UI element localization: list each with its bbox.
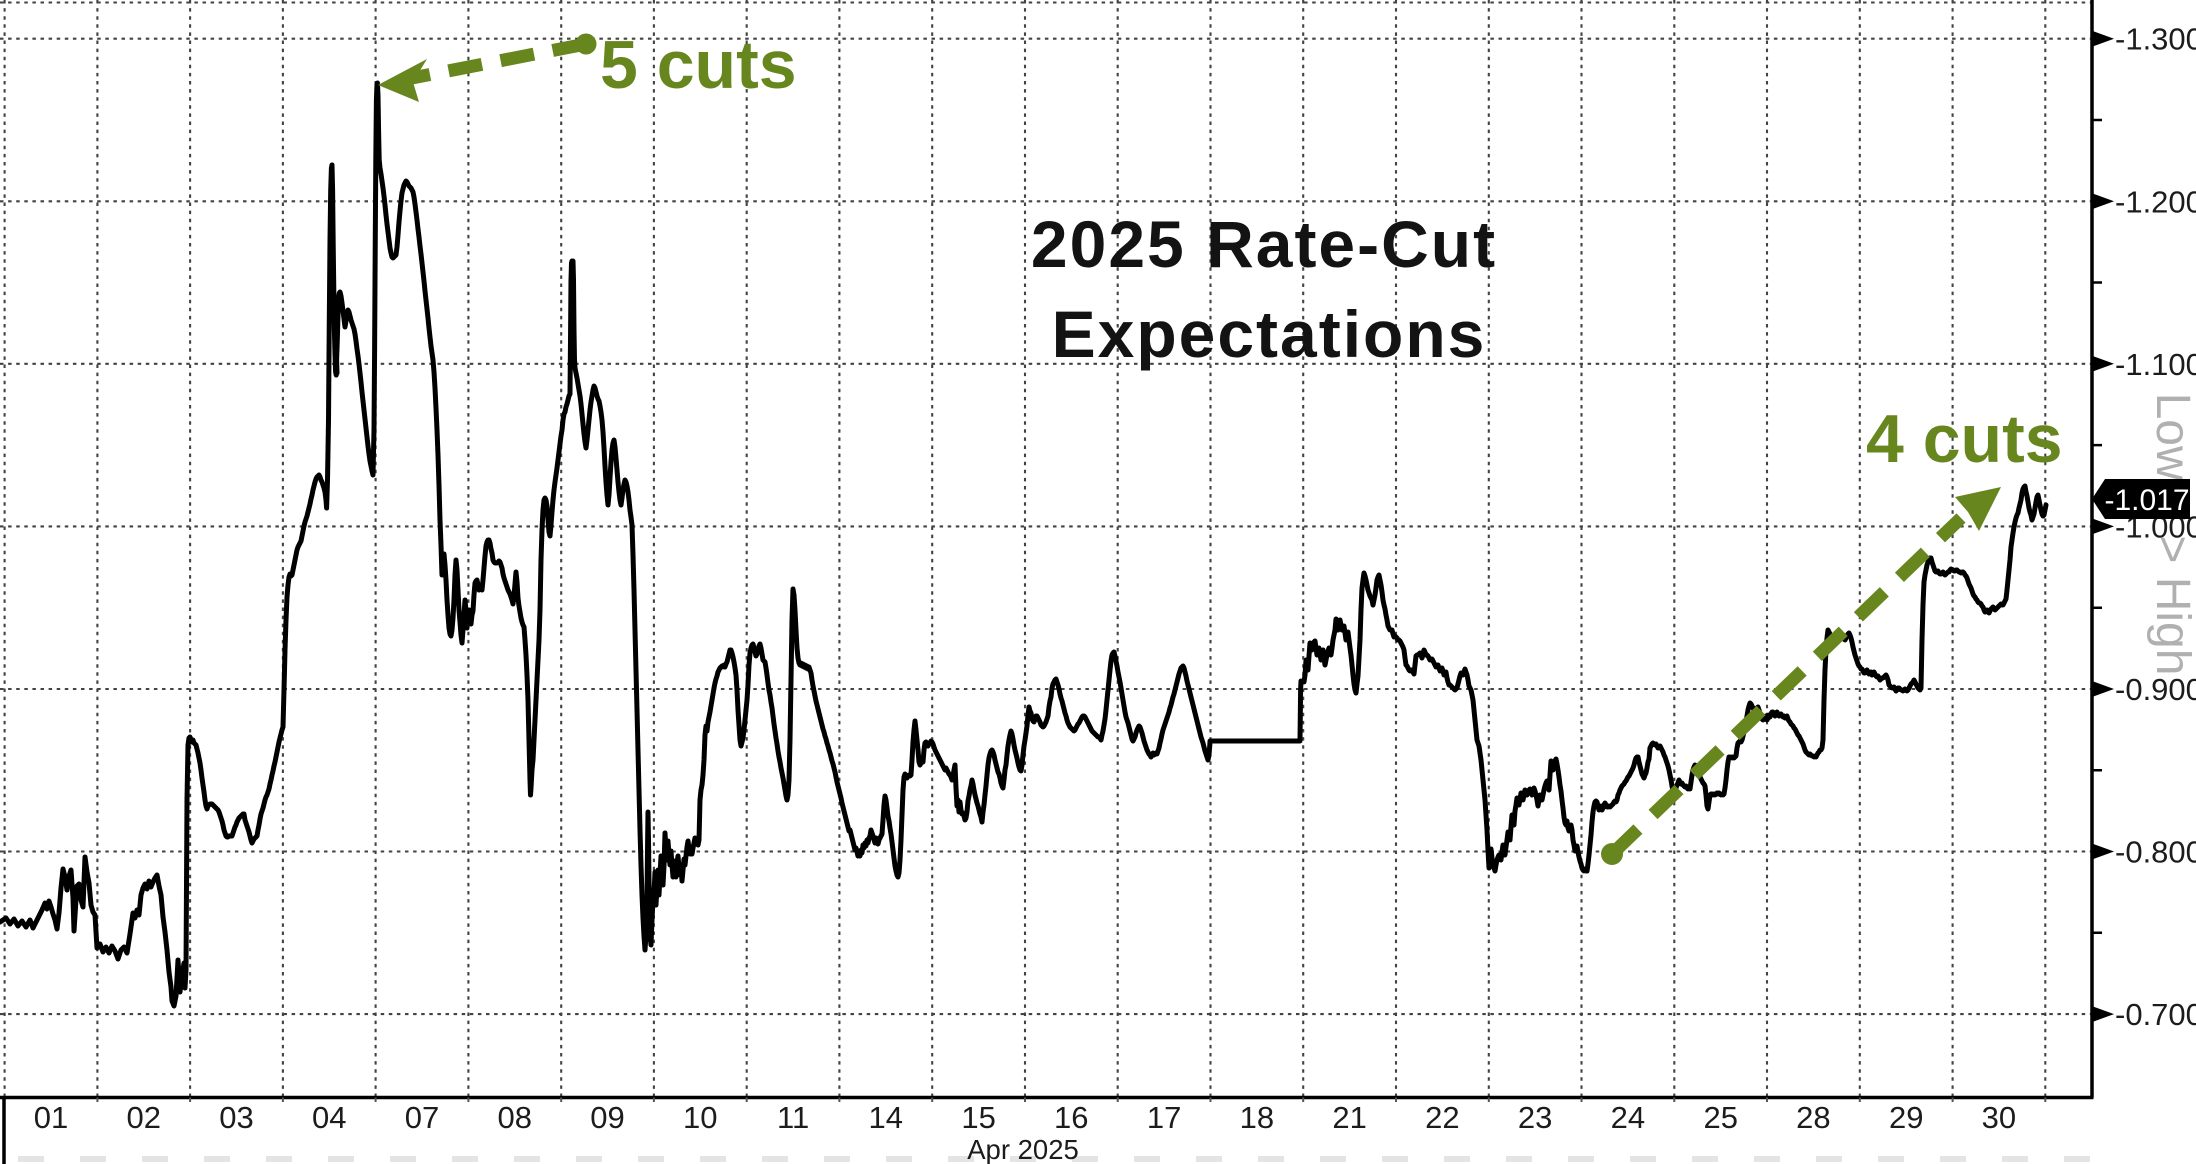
svg-text:-1.200: -1.200 — [2115, 184, 2196, 219]
svg-text:25: 25 — [1703, 1100, 1737, 1135]
svg-text:30: 30 — [1982, 1100, 2016, 1135]
svg-text:22: 22 — [1425, 1100, 1459, 1135]
svg-text:14: 14 — [869, 1100, 903, 1135]
svg-text:01: 01 — [34, 1100, 68, 1135]
svg-text:4 cuts: 4 cuts — [1866, 401, 2063, 477]
svg-text:29: 29 — [1889, 1100, 1923, 1135]
svg-text:24: 24 — [1611, 1100, 1645, 1135]
svg-text:04: 04 — [312, 1100, 346, 1135]
svg-text:03: 03 — [219, 1100, 253, 1135]
svg-text:2025 Rate-Cut: 2025 Rate-Cut — [1031, 207, 1497, 281]
svg-text:Low < > High: Low < > High — [2146, 393, 2196, 676]
svg-text:28: 28 — [1796, 1100, 1830, 1135]
svg-text:09: 09 — [590, 1100, 624, 1135]
svg-text:02: 02 — [126, 1100, 160, 1135]
svg-text:-0.800: -0.800 — [2115, 835, 2196, 870]
svg-text:10: 10 — [683, 1100, 717, 1135]
svg-text:11: 11 — [777, 1100, 809, 1135]
svg-text:5 cuts: 5 cuts — [600, 27, 797, 103]
svg-text:21: 21 — [1332, 1100, 1366, 1135]
svg-text:18: 18 — [1240, 1100, 1274, 1135]
svg-text:Expectations: Expectations — [1052, 297, 1487, 371]
svg-text:Apr 2025: Apr 2025 — [967, 1134, 1079, 1164]
svg-text:-1.017: -1.017 — [2104, 484, 2189, 517]
svg-text:-0.700: -0.700 — [2115, 997, 2196, 1032]
svg-text:-1.300: -1.300 — [2115, 22, 2196, 57]
svg-text:15: 15 — [961, 1100, 995, 1135]
svg-text:16: 16 — [1054, 1100, 1088, 1135]
svg-text:23: 23 — [1518, 1100, 1552, 1135]
svg-text:17: 17 — [1147, 1100, 1181, 1135]
svg-text:-1.100: -1.100 — [2115, 347, 2196, 382]
svg-text:07: 07 — [405, 1100, 439, 1135]
svg-text:-0.900: -0.900 — [2115, 672, 2196, 707]
svg-text:08: 08 — [498, 1100, 532, 1135]
